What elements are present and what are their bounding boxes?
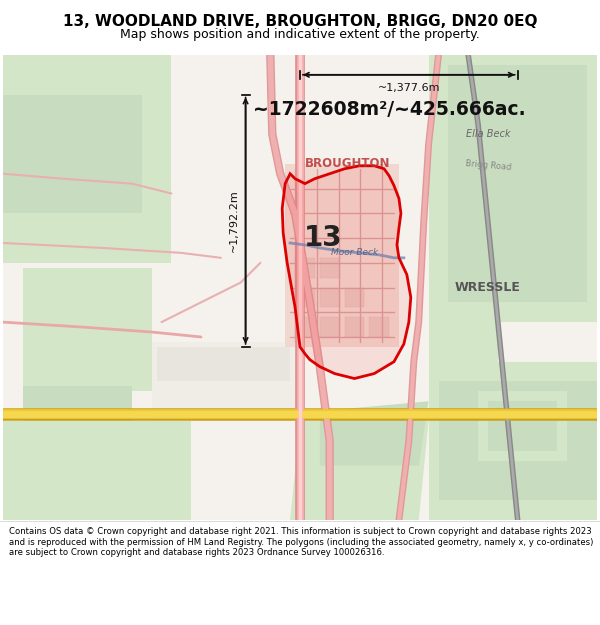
Polygon shape bbox=[428, 362, 597, 520]
Polygon shape bbox=[3, 421, 191, 520]
Polygon shape bbox=[428, 322, 498, 362]
Polygon shape bbox=[157, 347, 290, 381]
Polygon shape bbox=[285, 164, 399, 347]
Text: BROUGHTON: BROUGHTON bbox=[305, 158, 390, 171]
Polygon shape bbox=[428, 55, 597, 322]
Polygon shape bbox=[439, 381, 597, 500]
Text: WRESSLE: WRESSLE bbox=[455, 281, 521, 294]
Polygon shape bbox=[295, 258, 315, 278]
Text: ~1722608m²/~425.666ac.: ~1722608m²/~425.666ac. bbox=[253, 100, 526, 119]
Text: ~1,792.2m: ~1,792.2m bbox=[229, 189, 239, 252]
Text: Contains OS data © Crown copyright and database right 2021. This information is : Contains OS data © Crown copyright and d… bbox=[9, 528, 593, 557]
Text: 13, WOODLAND DRIVE, BROUGHTON, BRIGG, DN20 0EQ: 13, WOODLAND DRIVE, BROUGHTON, BRIGG, DN… bbox=[63, 14, 537, 29]
Polygon shape bbox=[448, 65, 587, 302]
Polygon shape bbox=[369, 317, 389, 337]
Text: Ella Beck: Ella Beck bbox=[466, 129, 510, 139]
Polygon shape bbox=[295, 317, 315, 337]
Polygon shape bbox=[3, 55, 597, 520]
Polygon shape bbox=[320, 288, 340, 308]
Text: 13: 13 bbox=[304, 224, 342, 252]
Polygon shape bbox=[3, 94, 142, 213]
Text: Brigg Road: Brigg Road bbox=[464, 159, 511, 172]
Text: ~1,377.6m: ~1,377.6m bbox=[377, 82, 440, 92]
Polygon shape bbox=[488, 401, 557, 451]
Polygon shape bbox=[320, 317, 340, 337]
Polygon shape bbox=[152, 342, 300, 421]
Polygon shape bbox=[344, 288, 364, 308]
Polygon shape bbox=[320, 401, 428, 466]
Polygon shape bbox=[295, 288, 315, 308]
Text: Map shows position and indicative extent of the property.: Map shows position and indicative extent… bbox=[120, 28, 480, 41]
Polygon shape bbox=[344, 317, 364, 337]
Polygon shape bbox=[290, 421, 428, 520]
Text: Moor Beck: Moor Beck bbox=[331, 248, 378, 258]
Polygon shape bbox=[3, 55, 172, 262]
Polygon shape bbox=[23, 268, 152, 391]
Polygon shape bbox=[478, 391, 567, 461]
Polygon shape bbox=[23, 386, 132, 421]
Polygon shape bbox=[320, 258, 340, 278]
Polygon shape bbox=[282, 166, 411, 379]
